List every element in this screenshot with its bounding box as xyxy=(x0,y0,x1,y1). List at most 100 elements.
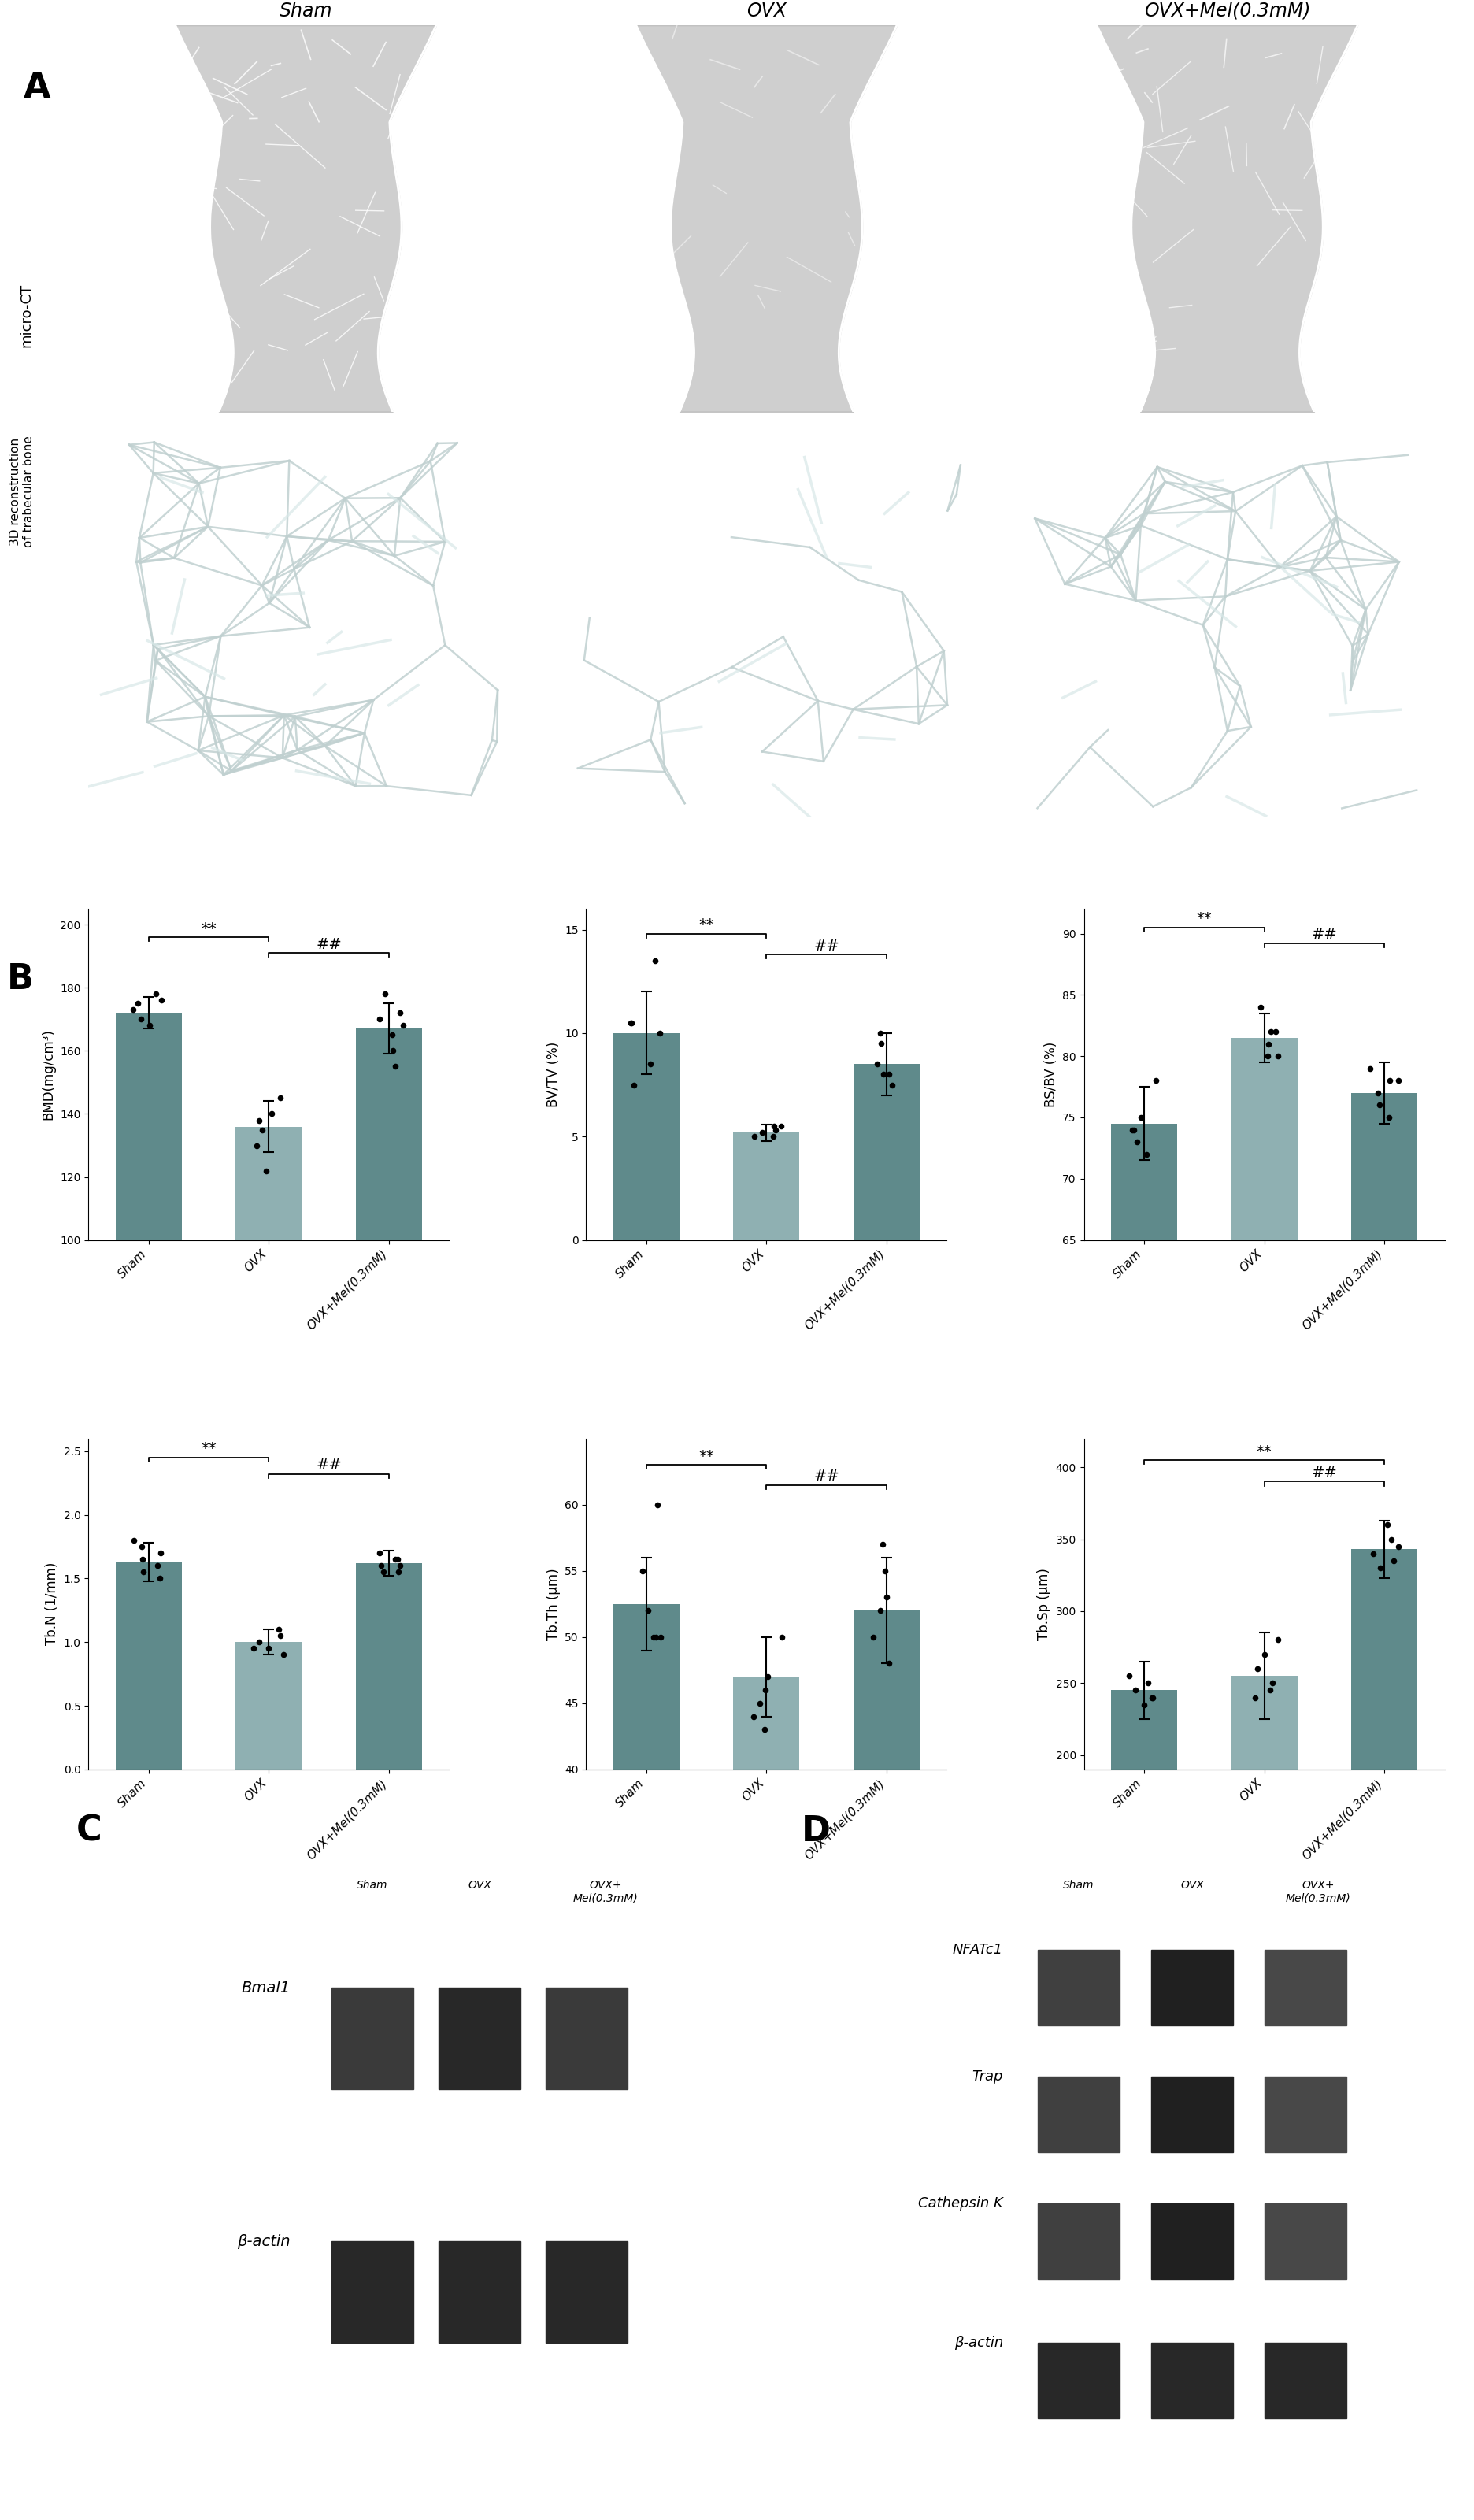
Point xyxy=(1256,1023,1279,1063)
Y-axis label: BS/BV (%): BS/BV (%) xyxy=(1044,1041,1058,1106)
Point xyxy=(383,1046,407,1086)
Bar xyxy=(236,1126,302,1555)
Point xyxy=(380,1016,404,1056)
Bar xyxy=(332,2240,413,2344)
Text: β-actin: β-actin xyxy=(237,2233,290,2248)
Point xyxy=(1246,1648,1269,1688)
Point xyxy=(386,1552,410,1593)
Text: micro-CT: micro-CT xyxy=(19,282,34,348)
Point xyxy=(1259,1671,1282,1711)
Text: 3D reconstruction
of trabecular bone: 3D reconstruction of trabecular bone xyxy=(9,436,35,547)
Bar xyxy=(1038,2202,1120,2278)
Point xyxy=(370,1545,394,1585)
Point xyxy=(1248,988,1272,1028)
Bar xyxy=(332,1988,413,2089)
Bar xyxy=(853,1063,920,1240)
Point xyxy=(1122,1109,1145,1149)
Point xyxy=(753,1709,777,1749)
Point xyxy=(1383,1540,1406,1580)
Text: ##: ## xyxy=(1312,927,1337,942)
Point xyxy=(871,1053,895,1094)
Text: Sham: Sham xyxy=(357,1880,388,1890)
Point xyxy=(868,1013,892,1053)
Text: B: B xyxy=(7,963,34,995)
Point xyxy=(753,1671,777,1711)
Point xyxy=(368,1000,392,1041)
Bar xyxy=(115,1562,181,1769)
Title: Sham: Sham xyxy=(279,3,332,20)
Bar xyxy=(734,1131,799,1240)
Bar xyxy=(545,2240,628,2344)
Text: ##: ## xyxy=(315,1459,342,1474)
Text: Trap: Trap xyxy=(971,2069,1002,2084)
Point xyxy=(1125,1121,1148,1162)
Point xyxy=(1123,1671,1147,1711)
Point xyxy=(391,1005,414,1046)
Point xyxy=(1136,1663,1160,1704)
Point xyxy=(245,1126,268,1167)
Text: OVX: OVX xyxy=(467,1880,491,1890)
Point xyxy=(1387,1061,1411,1101)
Point xyxy=(1263,1011,1287,1051)
Bar xyxy=(236,1643,302,1769)
Bar xyxy=(1265,1950,1347,2026)
Bar xyxy=(438,2240,520,2344)
Point xyxy=(868,1590,892,1630)
Text: ##: ## xyxy=(315,937,342,953)
Point xyxy=(764,1111,787,1152)
Point xyxy=(1368,1086,1391,1126)
Text: OVX: OVX xyxy=(1181,1880,1204,1890)
Point xyxy=(383,1540,407,1580)
Point xyxy=(649,1013,672,1053)
Text: ##: ## xyxy=(814,1469,840,1484)
Bar xyxy=(613,1603,680,2298)
Point xyxy=(621,1003,644,1043)
Point xyxy=(259,1094,283,1134)
Point xyxy=(646,1484,669,1525)
Point xyxy=(1359,1048,1383,1089)
Point xyxy=(769,1106,793,1147)
Point xyxy=(741,1696,765,1736)
Point xyxy=(1368,1547,1391,1588)
Bar xyxy=(355,1562,422,1769)
Point xyxy=(1244,1678,1268,1719)
Point xyxy=(619,1003,643,1043)
Point xyxy=(643,940,666,980)
Bar xyxy=(1352,1094,1418,2036)
Text: **: ** xyxy=(200,1441,217,1457)
Point xyxy=(1375,1504,1399,1545)
Point xyxy=(877,1053,901,1094)
Text: **: ** xyxy=(699,917,713,932)
Point xyxy=(373,975,397,1016)
Bar xyxy=(1111,1691,1178,2044)
Text: **: ** xyxy=(200,922,217,937)
Bar xyxy=(1265,2076,1347,2152)
Point xyxy=(638,1043,662,1084)
Point xyxy=(1387,1527,1411,1567)
Point xyxy=(769,1618,793,1658)
Bar xyxy=(734,1676,799,2298)
Point xyxy=(248,1101,271,1142)
Point xyxy=(130,1000,153,1041)
Title: OVX+Mel(0.3mM): OVX+Mel(0.3mM) xyxy=(1144,3,1310,20)
Point xyxy=(251,1109,274,1149)
Text: **: ** xyxy=(1197,912,1212,927)
Point xyxy=(871,1525,895,1565)
Text: A: A xyxy=(24,71,50,106)
Point xyxy=(1132,1683,1156,1724)
Point xyxy=(1135,1134,1159,1174)
Point xyxy=(1129,1096,1153,1137)
Bar xyxy=(1038,1950,1120,2026)
Point xyxy=(146,1545,170,1585)
Point xyxy=(144,975,168,1016)
Point xyxy=(254,1152,277,1192)
Point xyxy=(248,1623,271,1663)
Point xyxy=(865,1043,889,1084)
Point xyxy=(268,1615,292,1656)
Point xyxy=(131,1552,155,1593)
Text: C: C xyxy=(75,1814,102,1847)
Point xyxy=(268,1079,292,1119)
Point xyxy=(1378,1061,1402,1101)
Point xyxy=(1266,1620,1290,1661)
Point xyxy=(1120,1109,1144,1149)
